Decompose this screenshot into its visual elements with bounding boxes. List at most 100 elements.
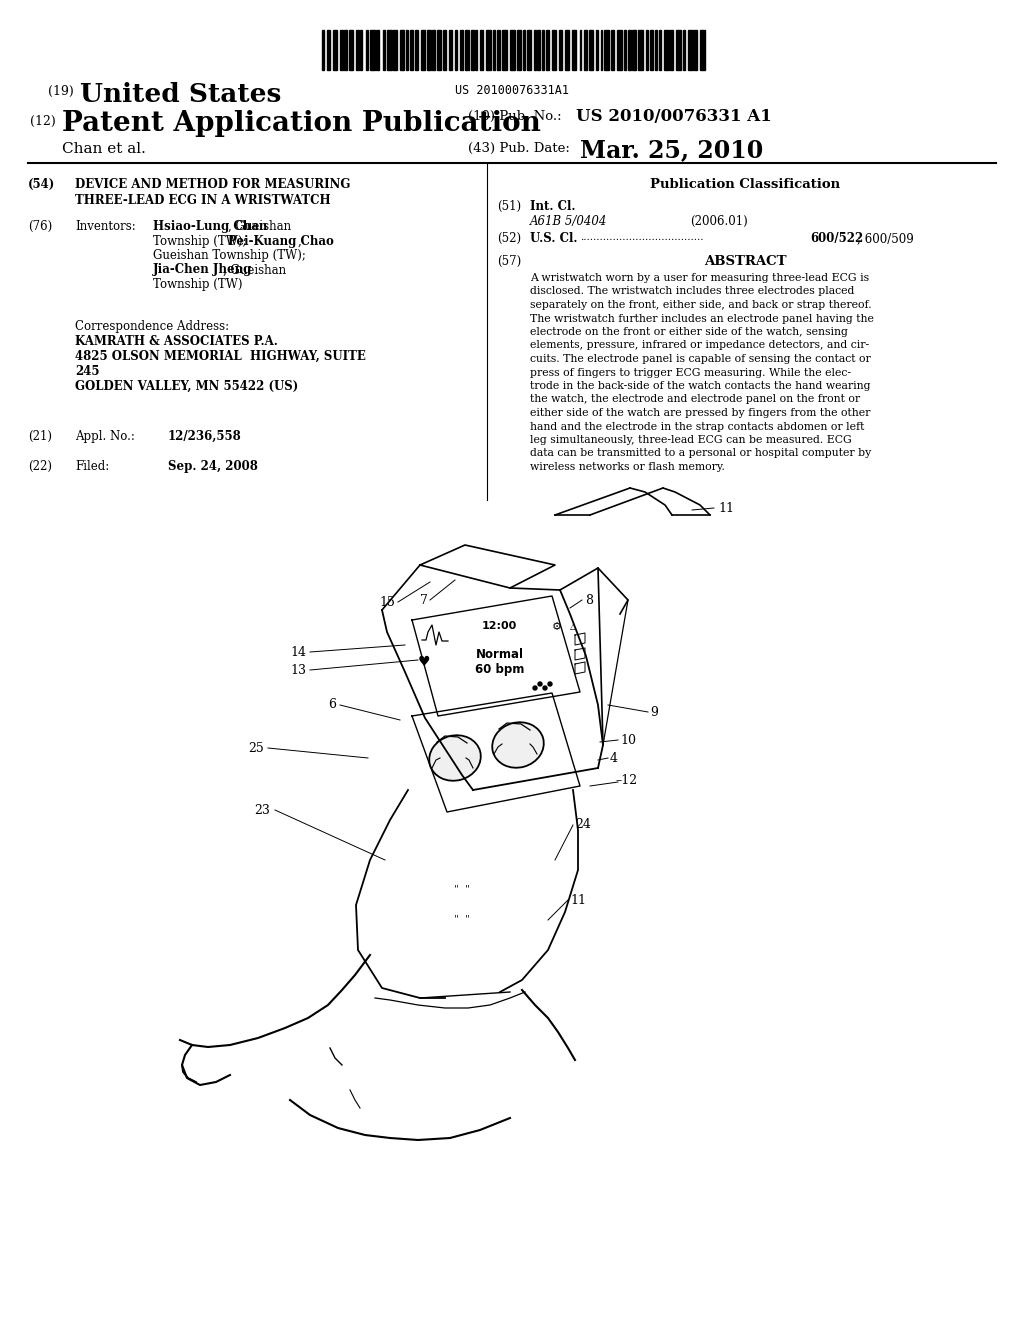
- Bar: [427, 30, 430, 70]
- Bar: [383, 30, 385, 70]
- Bar: [349, 30, 353, 70]
- Text: 8: 8: [585, 594, 593, 606]
- Text: –12: –12: [615, 774, 637, 787]
- Text: , Gueishan: , Gueishan: [228, 220, 291, 234]
- Bar: [688, 30, 693, 70]
- Bar: [415, 30, 418, 70]
- Text: 24: 24: [575, 818, 591, 832]
- Bar: [517, 30, 521, 70]
- Text: 23: 23: [254, 804, 270, 817]
- Text: The wristwatch further includes an electrode panel having the: The wristwatch further includes an elect…: [530, 314, 873, 323]
- Text: Correspondence Address:: Correspondence Address:: [75, 319, 229, 333]
- Bar: [497, 30, 501, 70]
- Text: 10: 10: [620, 734, 636, 747]
- Text: "  ": " ": [454, 915, 470, 924]
- Text: Pei-Kuang Chao: Pei-Kuang Chao: [228, 235, 334, 248]
- Bar: [638, 30, 643, 70]
- Bar: [340, 30, 343, 70]
- Text: 9: 9: [650, 705, 657, 718]
- Text: data can be transmitted to a personal or hospital computer by: data can be transmitted to a personal or…: [530, 449, 871, 458]
- Bar: [546, 30, 549, 70]
- Text: 60 bpm: 60 bpm: [475, 663, 524, 676]
- Bar: [677, 30, 681, 70]
- Text: elements, pressure, infrared or impedance detectors, and cir-: elements, pressure, infrared or impedanc…: [530, 341, 869, 351]
- Text: (12): (12): [30, 115, 55, 128]
- Bar: [596, 30, 598, 70]
- Text: 12/236,558: 12/236,558: [168, 430, 242, 444]
- Text: 13: 13: [290, 664, 306, 676]
- Bar: [479, 30, 483, 70]
- Bar: [589, 30, 593, 70]
- Bar: [355, 30, 358, 70]
- Bar: [471, 30, 474, 70]
- Bar: [659, 30, 662, 70]
- Bar: [700, 30, 705, 70]
- Bar: [421, 30, 425, 70]
- Text: (10) Pub. No.:: (10) Pub. No.:: [468, 110, 561, 123]
- Bar: [558, 30, 561, 70]
- Bar: [387, 30, 392, 70]
- Text: 6: 6: [328, 698, 336, 711]
- Text: THREE-LEAD ECG IN A WRISTWATCH: THREE-LEAD ECG IN A WRISTWATCH: [75, 194, 331, 207]
- Bar: [617, 30, 622, 70]
- Text: (76): (76): [28, 220, 52, 234]
- Bar: [580, 30, 582, 70]
- Text: Township (TW);: Township (TW);: [153, 235, 250, 248]
- Bar: [654, 30, 657, 70]
- Text: Appl. No.:: Appl. No.:: [75, 430, 135, 444]
- Ellipse shape: [493, 722, 544, 768]
- Bar: [564, 30, 569, 70]
- Bar: [534, 30, 536, 70]
- Text: (43) Pub. Date:: (43) Pub. Date:: [468, 143, 570, 154]
- Text: Patent Application Publication: Patent Application Publication: [62, 110, 541, 137]
- Circle shape: [543, 686, 547, 690]
- Text: (54): (54): [28, 178, 55, 191]
- Text: GOLDEN VALLEY, MN 55422 (US): GOLDEN VALLEY, MN 55422 (US): [75, 380, 298, 393]
- Bar: [628, 30, 631, 70]
- Text: the watch, the electrode and electrode panel on the front or: the watch, the electrode and electrode p…: [530, 395, 860, 404]
- Bar: [411, 30, 413, 70]
- Circle shape: [538, 682, 542, 686]
- Text: press of fingers to trigger ECG measuring. While the elec-: press of fingers to trigger ECG measurin…: [530, 367, 851, 378]
- Text: (52): (52): [497, 232, 521, 246]
- Bar: [694, 30, 697, 70]
- Bar: [610, 30, 614, 70]
- Bar: [601, 30, 602, 70]
- Bar: [460, 30, 463, 70]
- Circle shape: [548, 682, 552, 686]
- Text: △: △: [569, 622, 577, 631]
- Text: ......................................: ......................................: [580, 234, 703, 242]
- Text: 12:00: 12:00: [481, 620, 517, 631]
- Text: 7: 7: [420, 594, 428, 606]
- Bar: [649, 30, 653, 70]
- Text: (22): (22): [28, 459, 52, 473]
- Text: United States: United States: [80, 82, 282, 107]
- Text: cuits. The electrode panel is capable of sensing the contact or: cuits. The electrode panel is capable of…: [530, 354, 870, 364]
- Text: Township (TW): Township (TW): [153, 279, 243, 290]
- Text: 4825 OLSON MEMORIAL  HIGHWAY, SUITE: 4825 OLSON MEMORIAL HIGHWAY, SUITE: [75, 350, 366, 363]
- Bar: [432, 30, 435, 70]
- Circle shape: [534, 686, 537, 690]
- Text: (2006.01): (2006.01): [690, 215, 748, 228]
- Bar: [393, 30, 397, 70]
- Bar: [455, 30, 457, 70]
- Text: ♥: ♥: [418, 655, 430, 669]
- Text: either side of the watch are pressed by fingers from the other: either side of the watch are pressed by …: [530, 408, 870, 418]
- Text: 4: 4: [610, 751, 618, 764]
- Text: 15: 15: [379, 595, 395, 609]
- Bar: [494, 30, 495, 70]
- Text: U.S. Cl.: U.S. Cl.: [530, 232, 578, 246]
- Text: 14: 14: [290, 645, 306, 659]
- Bar: [322, 30, 324, 70]
- Bar: [552, 30, 556, 70]
- Text: Sep. 24, 2008: Sep. 24, 2008: [168, 459, 258, 473]
- Bar: [376, 30, 380, 70]
- Bar: [604, 30, 608, 70]
- Bar: [625, 30, 626, 70]
- Text: 245: 245: [75, 366, 99, 378]
- Text: , Gueishan: , Gueishan: [223, 264, 286, 276]
- Bar: [327, 30, 330, 70]
- Text: 600/522: 600/522: [810, 232, 863, 246]
- Bar: [485, 30, 490, 70]
- Text: A61B 5/0404: A61B 5/0404: [530, 215, 607, 228]
